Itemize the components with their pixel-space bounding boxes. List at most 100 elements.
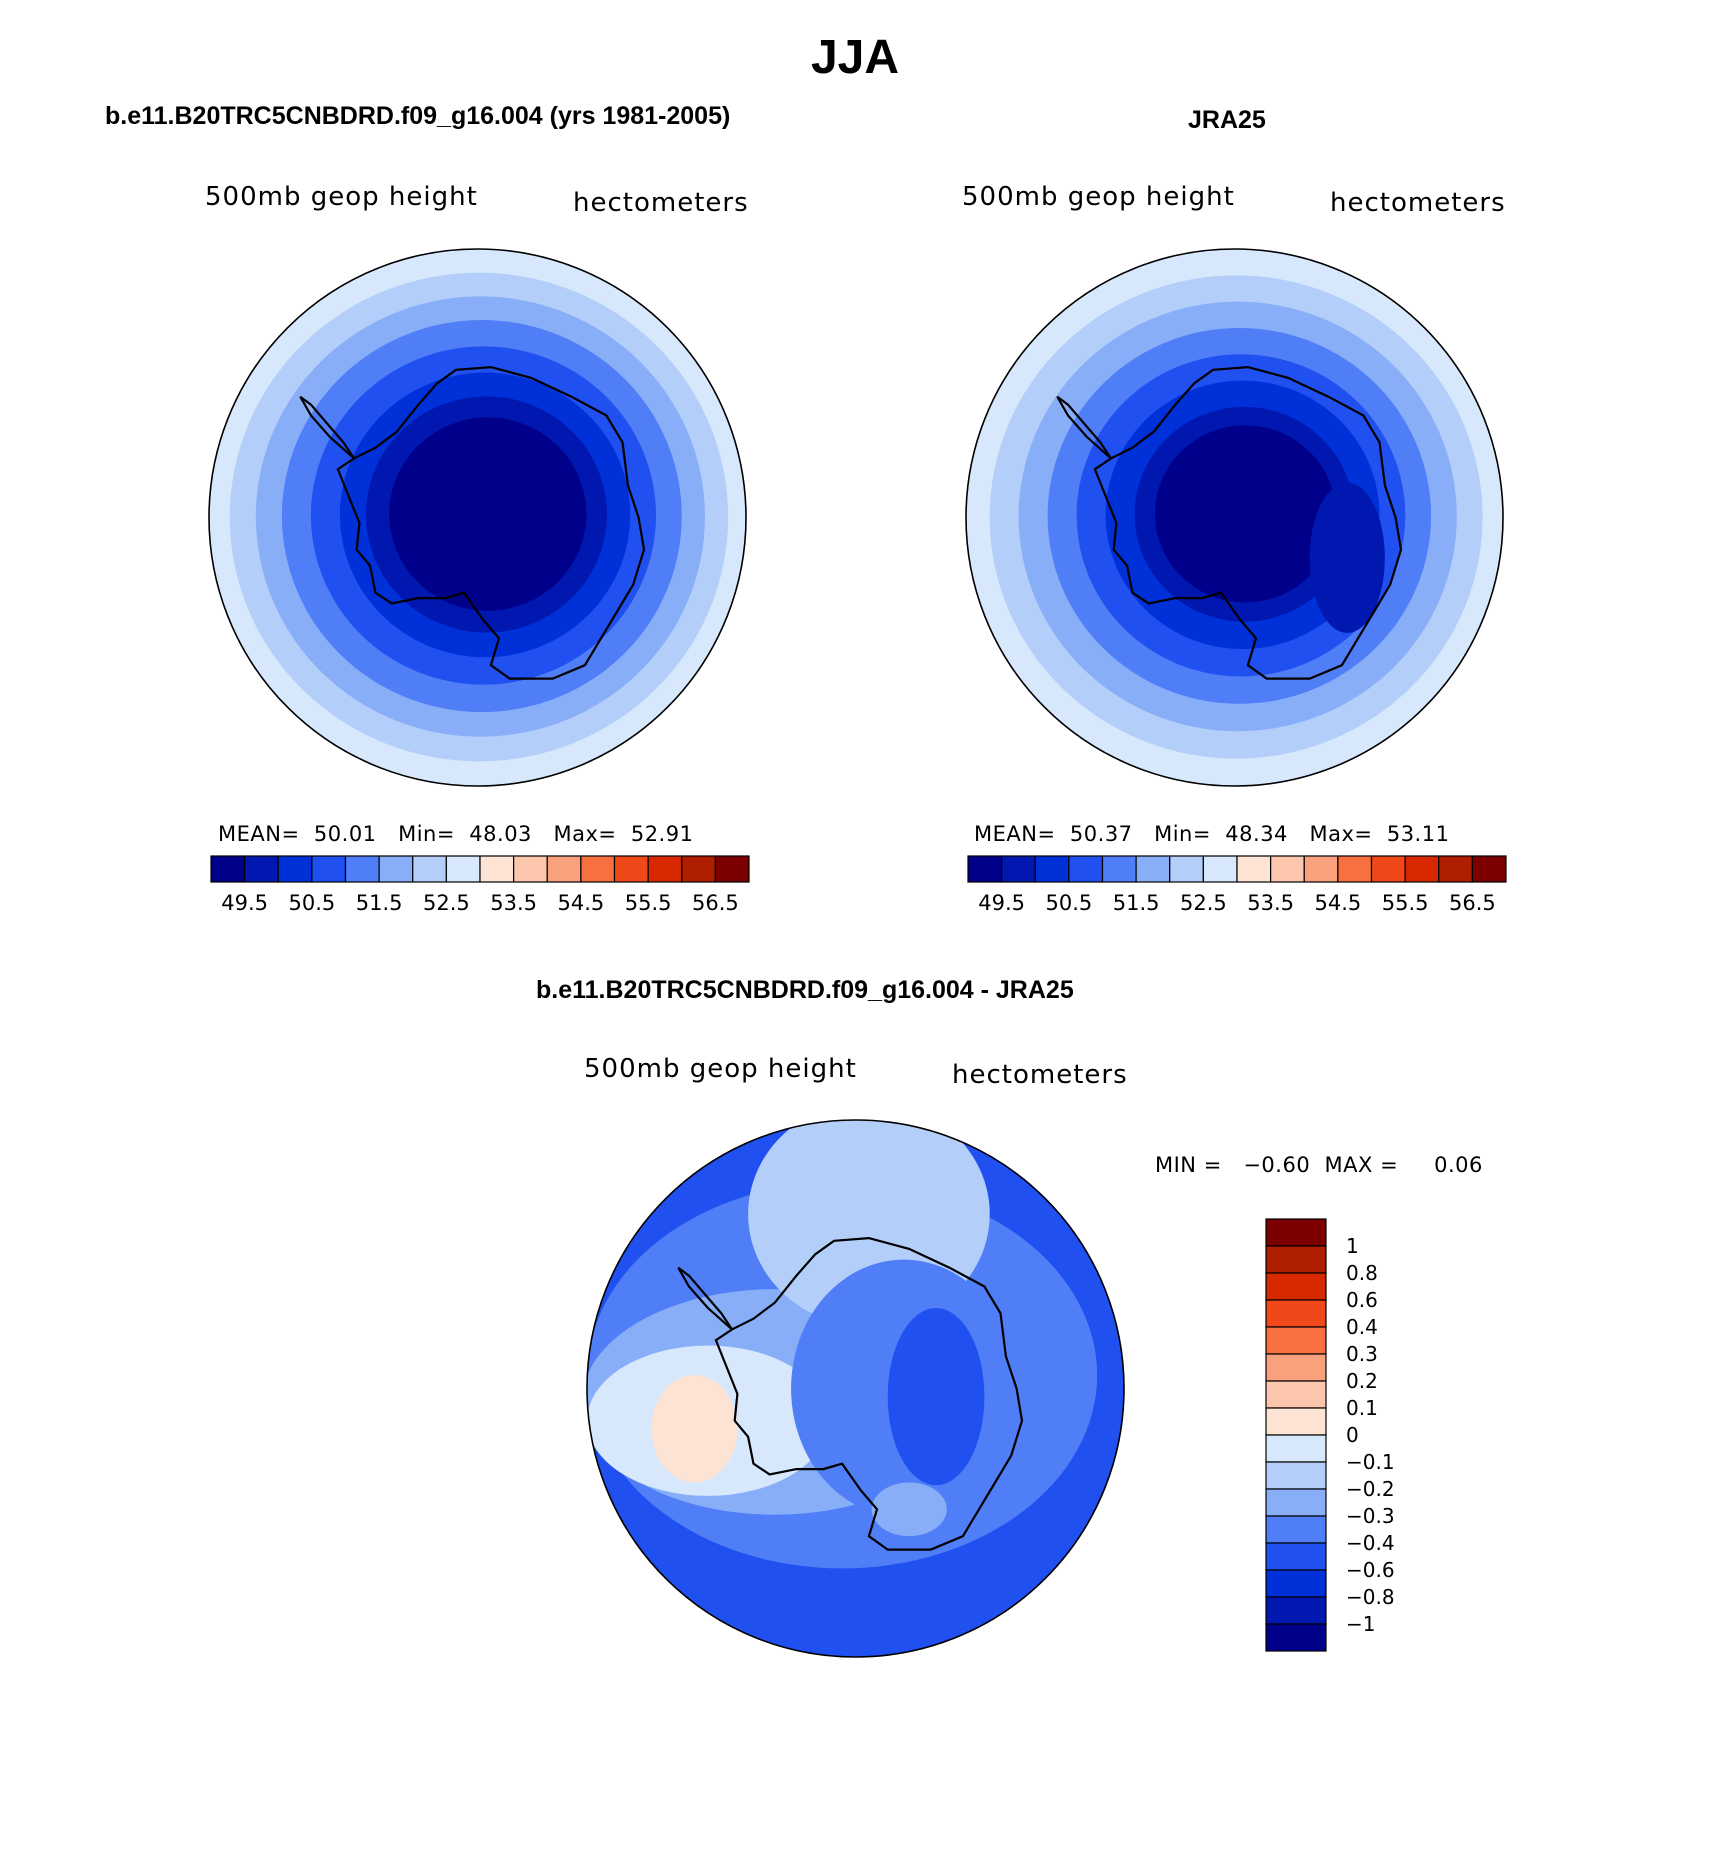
- panel-2-colorbar-box-3: [1068, 855, 1104, 883]
- panel-1-colorbar-box-7: [445, 855, 481, 883]
- panel-3-colorbar-box-0: [1265, 1218, 1327, 1247]
- panel-1-colorbar-box-13: [647, 855, 683, 883]
- panel-3-stats: MIN = −0.60 MAX = 0.06: [1155, 1153, 1483, 1177]
- panel-1-coastline-antarctica: [336, 365, 646, 680]
- panel-2-max-value: 53.11: [1386, 822, 1450, 846]
- panel-3-colorbar-box-5: [1265, 1353, 1327, 1382]
- panel-2-colorbar-tick-label-0: 49.5: [978, 891, 1025, 915]
- panel-3-colorbar-box-4: [1265, 1326, 1327, 1355]
- panel-3-colorbar-tick-label-13: −0.8: [1346, 1585, 1395, 1609]
- panel-1-min-value: 48.03: [469, 822, 532, 846]
- panel-2-colorbar-box-5: [1135, 855, 1171, 883]
- panel-1-colorbar-tick-label-4: 53.5: [490, 891, 537, 915]
- panel-3-colorbar-tick-label-7: 0: [1346, 1423, 1359, 1447]
- panel-3-min-value: −0.60: [1243, 1153, 1311, 1177]
- panel-1-colorbar-box-3: [311, 855, 347, 883]
- panel-3-colorbar-box-8: [1265, 1434, 1327, 1463]
- panel-2-colorbar-tick-label-6: 55.5: [1382, 891, 1429, 915]
- panel-1-colorbar-box-8: [479, 855, 515, 883]
- panel-3-colorbar-box-11: [1265, 1515, 1327, 1544]
- panel-1-colorbar-tick-label-3: 52.5: [423, 891, 470, 915]
- panel-2-colorbar-box-7: [1202, 855, 1238, 883]
- panel-1-colorbar-box-15: [714, 855, 750, 883]
- panel-3-colorbar-tick-label-8: −0.1: [1346, 1450, 1395, 1474]
- panel-2-min-label: Min=: [1154, 822, 1211, 846]
- panel-3-colorbar-box-15: [1265, 1623, 1327, 1652]
- panel-2-colorbar-tick-label-4: 53.5: [1247, 891, 1294, 915]
- panel-1-colorbar-box-0: [210, 855, 246, 883]
- panel-3-colorbar-box-14: [1265, 1596, 1327, 1625]
- panel-3-min-label: MIN =: [1155, 1153, 1222, 1177]
- panel-1-min-label: Min=: [398, 822, 455, 846]
- panel-3-colorbar-box-9: [1265, 1461, 1327, 1490]
- panel-1-colorbar-tick-label-1: 50.5: [288, 891, 335, 915]
- panel-2-left-label: 500mb geop height: [962, 182, 1235, 212]
- panel-2-colorbar-tick-label-5: 54.5: [1314, 891, 1361, 915]
- panel-2-right-label: hectometers: [1330, 188, 1506, 218]
- panel-1-colorbar-tick-label-6: 55.5: [625, 891, 672, 915]
- panel-2-colorbar-tick-label-1: 50.5: [1045, 891, 1092, 915]
- panel-1-colorbar-box-12: [613, 855, 649, 883]
- panel-3-map: [586, 1119, 1125, 1658]
- panel-3-colorbar-box-13: [1265, 1569, 1327, 1598]
- panel-3-contour-minus-04-east: [887, 1307, 985, 1486]
- panel-2-colorbar-box-10: [1303, 855, 1339, 883]
- panel-3-colorbar-tick-label-11: −0.4: [1346, 1531, 1395, 1555]
- panel-3-max-label: MAX =: [1324, 1153, 1399, 1177]
- panel-2-colorbar-box-8: [1236, 855, 1272, 883]
- panel-2-colorbar-box-9: [1270, 855, 1305, 883]
- panel-3-colorbar-box-2: [1265, 1272, 1327, 1301]
- panel-3-colorbar-box-6: [1265, 1380, 1327, 1409]
- panel-3-right-label: hectometers: [952, 1060, 1128, 1090]
- panel-1-colorbar-box-9: [513, 855, 548, 883]
- panel-2-colorbar-box-12: [1370, 855, 1406, 883]
- panel-3-contour-plus-00-west: [651, 1375, 738, 1483]
- panel-3-colorbar: 1 0.8 0.6 0.4 0.3 0.2 0.1 0 −0.1 −0.2 −0.3 −0.4 −0.6…: [1265, 1218, 1395, 1652]
- panel-2-map: [965, 248, 1504, 787]
- panel-2-min-value: 48.34: [1225, 822, 1288, 846]
- panel-1-map-border: [208, 248, 747, 787]
- panel-1-colorbar-box-5: [378, 855, 414, 883]
- panel-2-coastline-antarctica: [1093, 365, 1403, 680]
- panel-3-max-value: 0.06: [1434, 1153, 1483, 1177]
- panel-2-colorbar-tick-label-7: 56.5: [1449, 891, 1496, 915]
- panel-2-colorbar-box-14: [1438, 855, 1473, 883]
- panel-1-right-label: hectometers: [573, 188, 749, 218]
- panel-1-title: b.e11.B20TRC5CNBDRD.f09_g16.004 (yrs 198…: [105, 102, 731, 130]
- panel-3-coastline-peninsula: [677, 1266, 733, 1331]
- panel-1-mean-value: 50.01: [313, 822, 377, 846]
- panel-2-colorbar-box-4: [1101, 855, 1137, 883]
- panel-2-colorbar-box-11: [1337, 855, 1373, 883]
- panel-2-colorbar-tick-label-2: 51.5: [1113, 891, 1160, 915]
- panel-3-colorbar-tick-label-2: 0.6: [1346, 1288, 1378, 1312]
- panel-1-left-label: 500mb geop height: [205, 182, 478, 212]
- panel-1-colorbar-tick-label-2: 51.5: [356, 891, 403, 915]
- panel-2-contour-anomaly: [1309, 482, 1385, 633]
- panel-1-mean-label: MEAN=: [218, 822, 300, 846]
- panel-2-colorbar-box-15: [1471, 855, 1507, 883]
- panel-2-colorbar-box-1: [1001, 855, 1036, 883]
- panel-2-stats: MEAN= 50.37 Min= 48.34 Max= 53.11: [974, 822, 1449, 846]
- panel-3-map-border: [586, 1119, 1125, 1658]
- panel-1-max-value: 52.91: [630, 822, 694, 846]
- panel-2-max-label: Max=: [1309, 822, 1373, 846]
- panel-1-coastline-peninsula: [299, 395, 355, 460]
- panel-3-colorbar-tick-label-0: 1: [1346, 1234, 1359, 1258]
- panel-3-colorbar-box-12: [1265, 1542, 1327, 1571]
- panel-2-mean-value: 50.37: [1069, 822, 1133, 846]
- panel-2-map-border: [965, 248, 1504, 787]
- panel-3-colorbar-box-10: [1265, 1488, 1327, 1517]
- panel-2-title: JRA25: [1188, 106, 1266, 134]
- panel-2-colorbar-tick-label-3: 52.5: [1180, 891, 1227, 915]
- panel-2-mean-label: MEAN=: [974, 822, 1056, 846]
- panel-3-colorbar-tick-label-6: 0.1: [1346, 1396, 1378, 1420]
- panel-2-contour-band-7: [1154, 425, 1336, 603]
- panel-3-coastline-antarctica: [714, 1236, 1024, 1551]
- panel-1-colorbar-box-14: [681, 855, 716, 883]
- panel-1-max-label: Max=: [553, 822, 617, 846]
- panel-1-colorbar-tick-label-5: 54.5: [557, 891, 604, 915]
- panel-2-colorbar-box-0: [967, 855, 1003, 883]
- panel-1-contour-band-7: [389, 417, 587, 611]
- panel-1-colorbar-tick-label-7: 56.5: [692, 891, 739, 915]
- panel-2-coastline-peninsula: [1056, 395, 1112, 460]
